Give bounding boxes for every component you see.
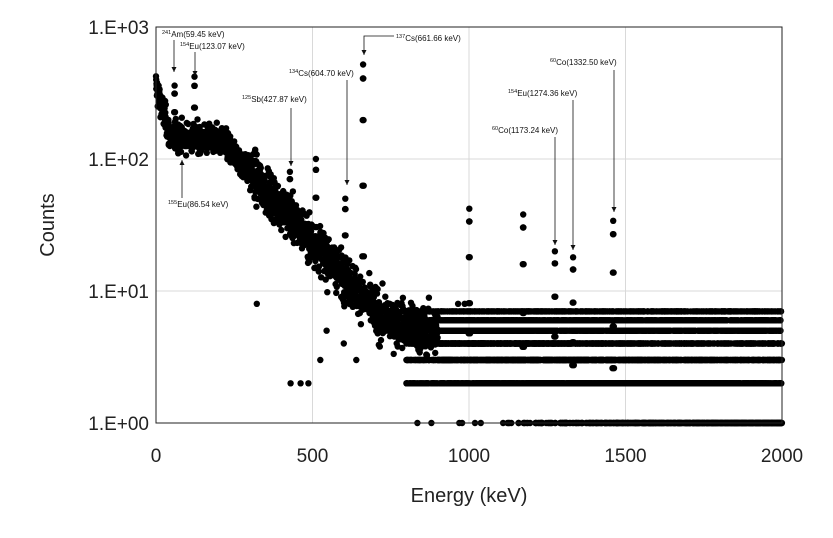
data-point (185, 120, 192, 128)
data-point (182, 152, 190, 159)
data-point (337, 244, 345, 251)
data-point (222, 125, 230, 132)
data-point (325, 236, 332, 243)
data-point (248, 166, 256, 173)
data-point (454, 300, 462, 307)
data-point (382, 293, 389, 300)
data-point (257, 164, 264, 172)
data-point (359, 278, 366, 286)
data-point (425, 294, 433, 301)
data-point (434, 334, 441, 341)
data-point (357, 273, 364, 280)
data-point (399, 344, 406, 352)
data-point (274, 182, 282, 190)
data-point (278, 226, 285, 234)
data-point (379, 280, 386, 287)
data-point (172, 115, 179, 123)
data-points (152, 61, 786, 427)
data-point (213, 119, 220, 126)
data-point (227, 133, 234, 140)
data-point (357, 321, 365, 328)
data-point (333, 283, 340, 290)
data-point (162, 101, 169, 108)
data-point (203, 149, 210, 156)
data-point (178, 114, 185, 121)
data-point (366, 269, 373, 277)
data-point (423, 351, 431, 359)
data-point (306, 209, 313, 216)
data-point (253, 151, 260, 158)
data-point (352, 266, 360, 273)
data-point (376, 343, 383, 350)
data-point (315, 268, 322, 275)
data-point (324, 289, 331, 296)
data-point (409, 302, 416, 310)
data-point (282, 233, 289, 241)
grid (156, 27, 782, 423)
data-point (390, 350, 397, 358)
data-point (432, 349, 439, 357)
data-point (165, 119, 172, 127)
data-point (333, 289, 340, 297)
data-point (261, 177, 268, 184)
data-point (194, 116, 201, 123)
data-point (374, 285, 381, 293)
data-point (377, 336, 385, 344)
data-point (252, 146, 259, 153)
data-point (399, 294, 407, 301)
data-point (177, 148, 185, 155)
data-point (253, 203, 260, 210)
data-point (156, 86, 163, 93)
data-point (231, 138, 238, 145)
